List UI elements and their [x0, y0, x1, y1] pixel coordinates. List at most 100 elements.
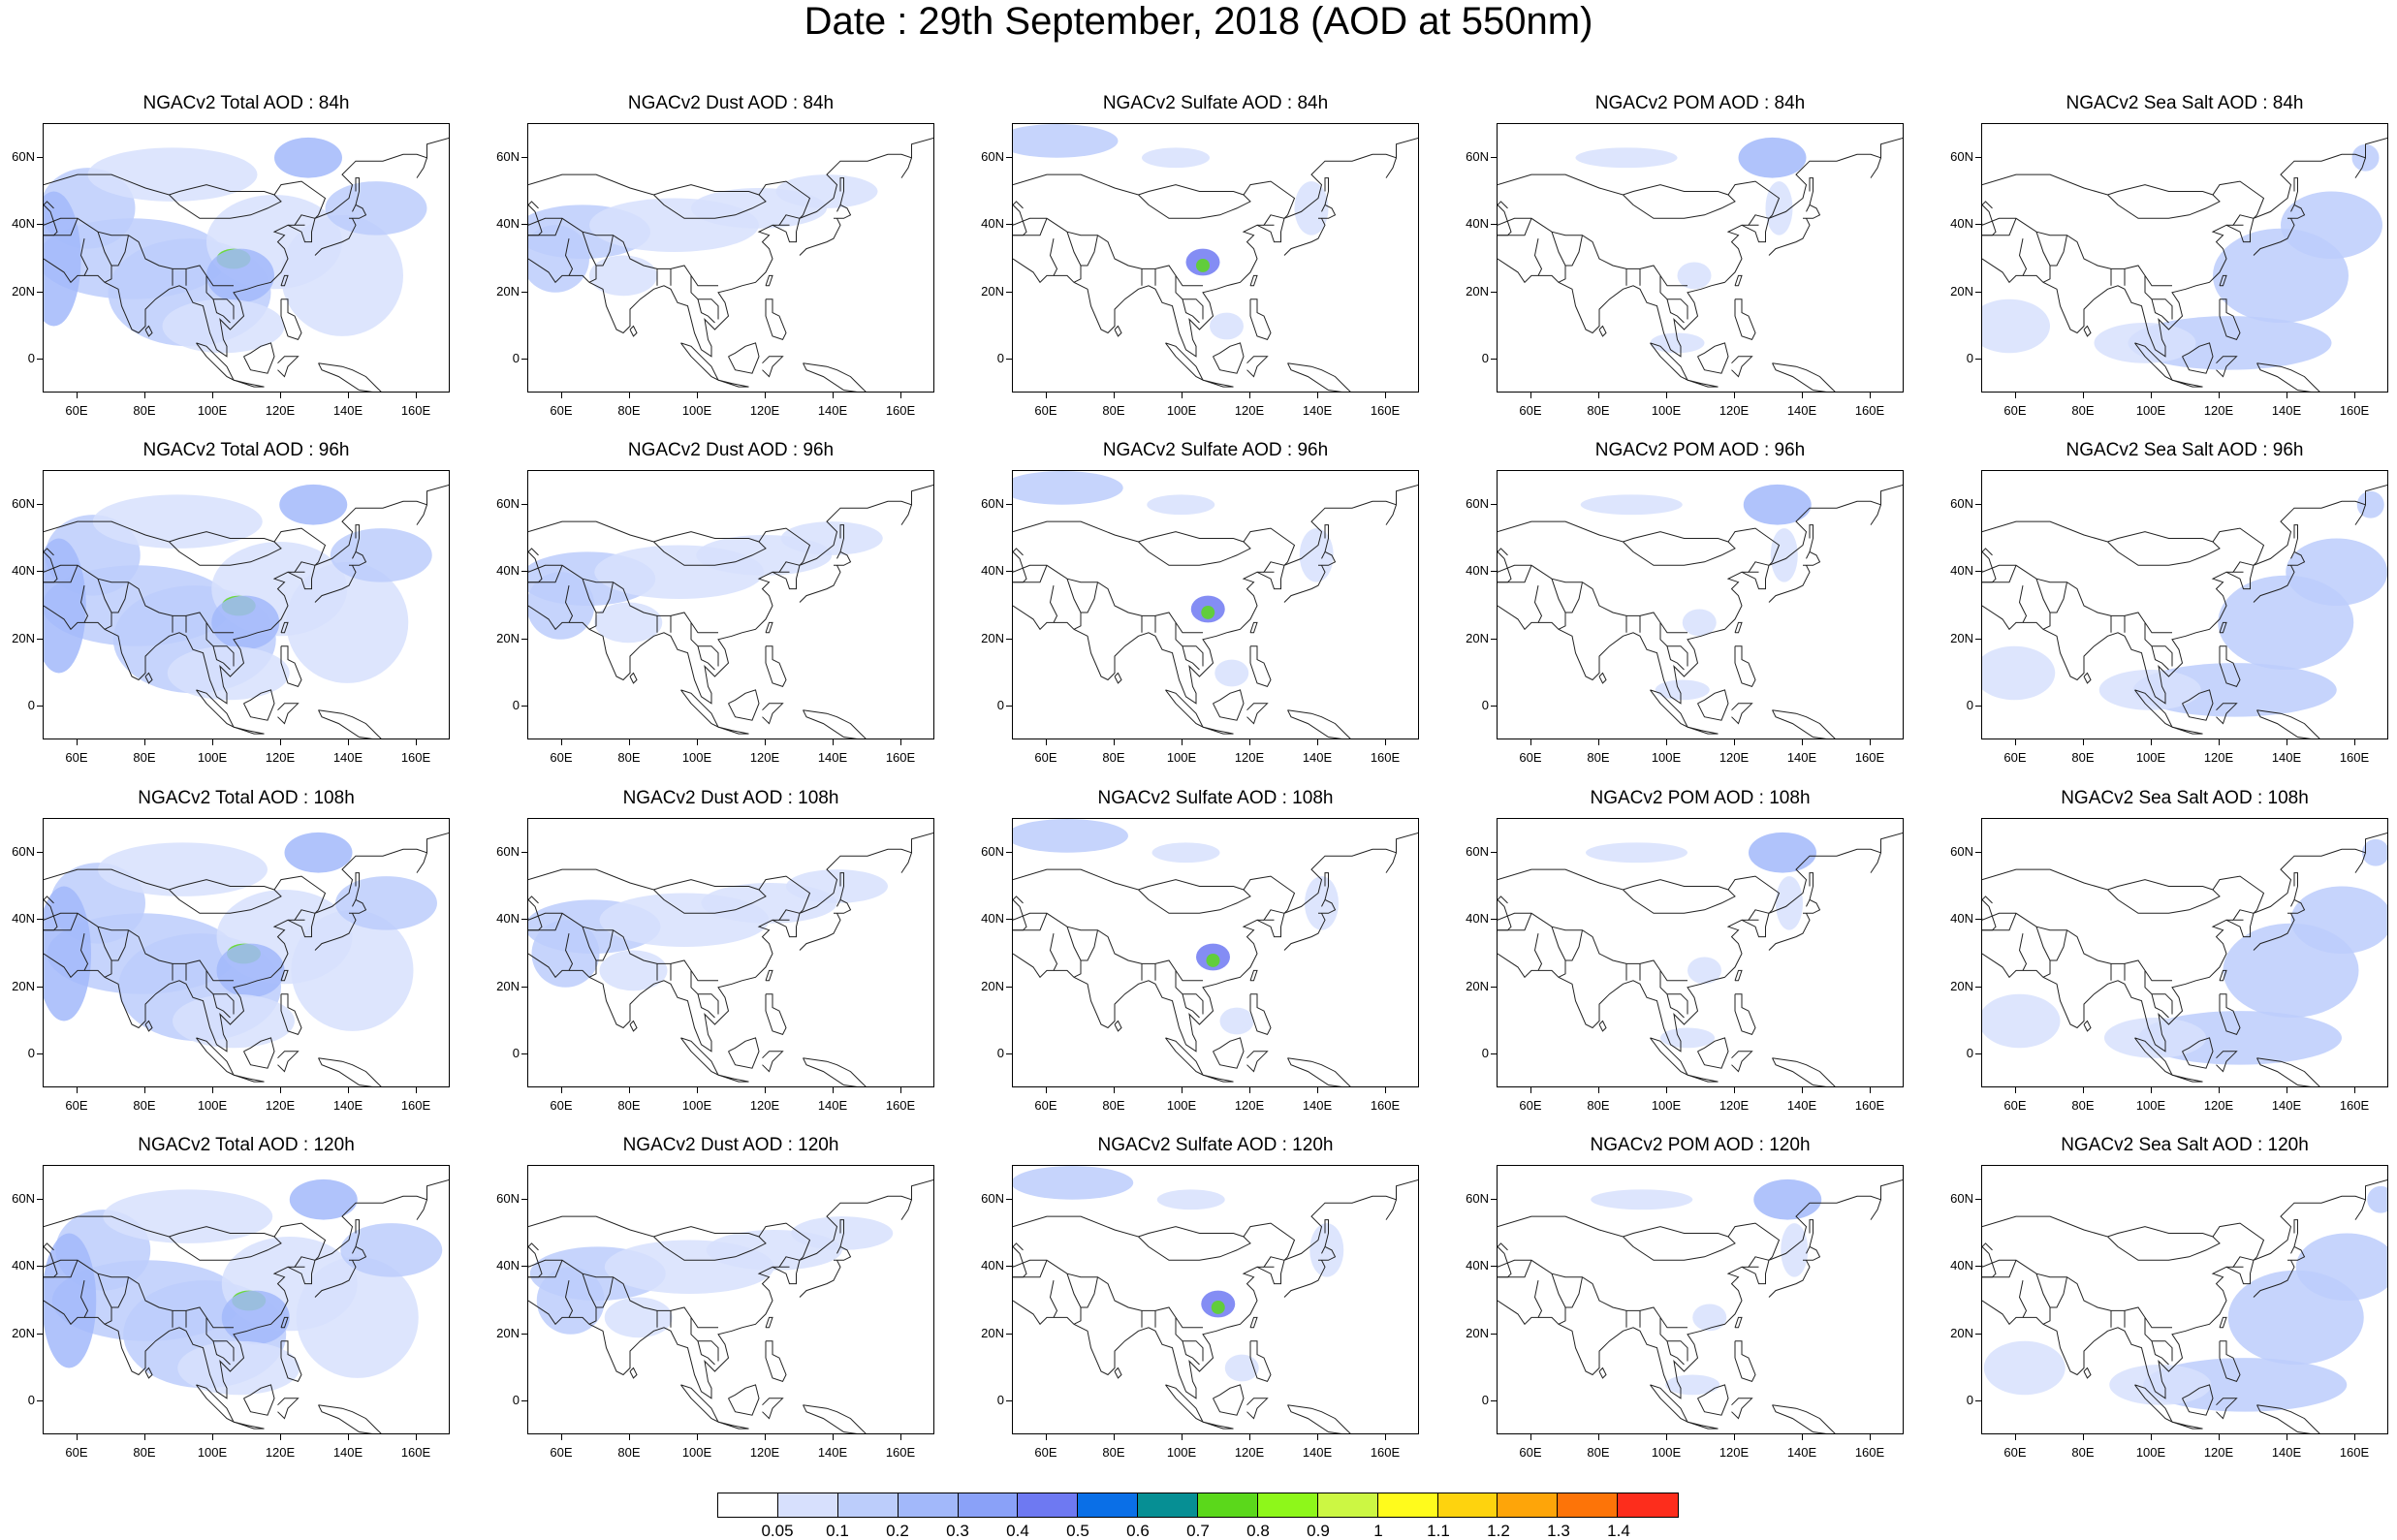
lon-tick [144, 739, 145, 745]
coastline [1182, 993, 1200, 1019]
lat-tick-label: 20N [496, 630, 520, 645]
coastline [1249, 1316, 1258, 1329]
aod-field [1591, 1189, 1693, 1210]
coastline [1731, 356, 1753, 378]
colorbar-swatch [1018, 1493, 1079, 1517]
coastline [294, 561, 316, 573]
coastline [79, 585, 89, 623]
coastline [1551, 579, 1566, 630]
lon-tick [144, 1434, 145, 1440]
coastline [1165, 689, 1205, 729]
aod-field [103, 1189, 273, 1243]
lon-tick [2219, 393, 2220, 398]
lon-tick-label: 60E [2003, 750, 2027, 765]
coastline [44, 1260, 79, 1278]
coastline [243, 1384, 275, 1416]
map-frame [1981, 470, 2388, 739]
lon-tick [900, 1087, 901, 1093]
lon-tick [1182, 393, 1183, 398]
lat-tick-label: 20N [1466, 978, 1489, 993]
coastline [1650, 689, 1689, 729]
coastline [1263, 909, 1285, 921]
coastline [528, 1215, 811, 1261]
coastline [762, 356, 784, 378]
coastline [355, 524, 360, 552]
coastline [44, 173, 327, 219]
map-frame [43, 1165, 450, 1434]
lat-tick [521, 638, 527, 640]
aod-map [44, 832, 449, 1086]
coastline [717, 726, 749, 735]
aod-field [536, 1267, 605, 1335]
coastline [1598, 1367, 1607, 1379]
lon-tick-label: 120E [1234, 750, 1265, 765]
aod-field [216, 943, 285, 998]
coastline [653, 194, 767, 219]
lat-tick [37, 706, 43, 707]
lon-tick-label: 60E [550, 1098, 573, 1113]
lon-tick-label: 60E [2003, 1445, 2027, 1460]
coastline [680, 342, 720, 382]
coastline [243, 342, 275, 374]
coastline [1013, 1260, 1048, 1278]
lat-tick-label: 60N [981, 1190, 1004, 1206]
lon-tick-label: 60E [1519, 1098, 1542, 1113]
lat-tick [37, 1053, 43, 1055]
map-frame [43, 470, 450, 739]
coastline [111, 929, 129, 961]
coastline [1165, 1037, 1205, 1077]
lat-tick [37, 986, 43, 988]
colorbar-swatch [1198, 1493, 1258, 1517]
aod-field [1211, 1301, 1225, 1314]
lon-tick [348, 1087, 349, 1093]
lon-tick-label: 160E [400, 750, 431, 765]
coastline [1385, 157, 1397, 178]
lon-tick-label: 80E [617, 1098, 641, 1113]
lon-tick [629, 739, 630, 745]
coastline [169, 541, 282, 566]
coastline [2083, 672, 2092, 684]
aod-field [1770, 528, 1798, 582]
coastline [765, 969, 773, 982]
lon-tick [212, 739, 213, 745]
panel-title: NGACv2 Sulfate AOD : 96h [1102, 440, 1329, 460]
lat-tick [1975, 224, 1981, 226]
aod-field [1201, 606, 1215, 619]
map-frame [1012, 470, 1419, 739]
coastline [1623, 889, 1736, 914]
coastline [2018, 238, 2028, 276]
coastline [2171, 1421, 2203, 1430]
coastline [1565, 235, 1583, 267]
lat-tick [1491, 919, 1497, 921]
panel-title: NGACv2 POM AOD : 120h [1590, 1135, 1811, 1155]
aod-field [211, 595, 280, 650]
lon-tick [1598, 393, 1599, 398]
lon-tick-label: 100E [197, 1445, 228, 1460]
lat-tick-label: 40N [1950, 216, 1973, 232]
coastline [1013, 896, 1024, 921]
coastline [528, 832, 933, 1053]
map-frame [1497, 818, 1904, 1087]
lon-tick-label: 100E [1166, 403, 1197, 418]
coastline [318, 1057, 382, 1086]
coastline [1318, 550, 1337, 566]
coastline [44, 1259, 234, 1329]
aod-field [1219, 1007, 1254, 1035]
colorbar-label: 0.4 [1006, 1522, 1029, 1540]
coastline [900, 157, 912, 178]
coastline [528, 912, 718, 982]
lon-tick [1385, 1087, 1386, 1093]
lon-tick-label: 80E [2071, 750, 2095, 765]
lon-tick [765, 739, 766, 745]
coastline [1659, 622, 1688, 667]
aod-field [1753, 1179, 1822, 1220]
lon-tick-label: 60E [65, 750, 88, 765]
lat-tick-label: 60N [1950, 495, 1973, 511]
map-panel: NGACv2 Sea Salt AOD : 120h 0 20N 40N 60N 60E 8… [1950, 1135, 2388, 1460]
coastline [778, 214, 801, 226]
panel-title: NGACv2 Sea Salt AOD : 108h [2061, 788, 2309, 808]
lat-tick [1975, 986, 1981, 988]
panel-title: NGACv2 Sea Salt AOD : 96h [2066, 440, 2304, 460]
aod-field [221, 1290, 290, 1345]
lon-tick-label: 100E [1651, 403, 1682, 418]
